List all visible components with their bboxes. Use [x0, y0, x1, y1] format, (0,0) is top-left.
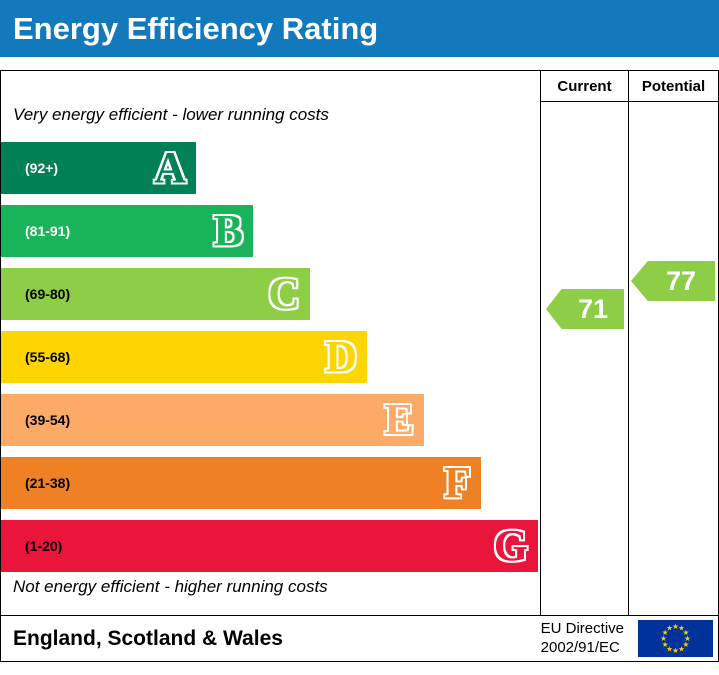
- band-c-bar: (69-80) C: [1, 268, 310, 320]
- band-a-letter: A: [154, 143, 186, 192]
- svg-text:★: ★: [662, 640, 669, 649]
- band-c: (69-80) C: [1, 268, 310, 320]
- band-f: (21-38) F: [1, 457, 481, 509]
- rating-chart: Very energy efficient - lower running co…: [1, 71, 540, 616]
- potential-rating-pointer: 77: [631, 261, 715, 301]
- band-d-letter: D: [325, 332, 357, 381]
- band-e-bar: (39-54) E: [1, 394, 424, 446]
- eu-flag-icon: ★ ★ ★ ★ ★ ★ ★ ★ ★ ★ ★ ★: [638, 620, 713, 657]
- band-e: (39-54) E: [1, 394, 424, 446]
- band-b-letter: B: [213, 206, 243, 255]
- svg-text:★: ★: [678, 644, 685, 653]
- current-rating-pointer: 71: [546, 289, 624, 329]
- eu-flag-stars: ★ ★ ★ ★ ★ ★ ★ ★ ★ ★ ★ ★: [660, 622, 691, 655]
- top-note: Very energy efficient - lower running co…: [13, 105, 329, 124]
- current-rating-value: 71: [577, 293, 609, 324]
- band-f-range: (21-38): [25, 475, 71, 491]
- svg-text:★: ★: [672, 622, 679, 631]
- band-b-range: (81-91): [25, 223, 71, 239]
- page-title: Energy Efficiency Rating: [13, 10, 379, 46]
- svg-text:★: ★: [683, 640, 690, 649]
- eu-directive-line1: EU Directive: [540, 620, 624, 637]
- svg-text:★: ★: [666, 644, 673, 653]
- svg-text:★: ★: [678, 624, 685, 633]
- region-label: England, Scotland & Wales: [13, 626, 283, 650]
- band-b-bar: (81-91) B: [1, 205, 253, 257]
- svg-text:★: ★: [683, 628, 690, 637]
- band-d-bar: (55-68) D: [1, 331, 367, 383]
- band-c-range: (69-80): [25, 286, 71, 302]
- svg-text:★: ★: [660, 634, 667, 643]
- band-a-bar: (92+) A: [1, 142, 196, 194]
- footer-row: England, Scotland & Wales EU Directive 2…: [1, 615, 718, 661]
- svg-text:★: ★: [662, 628, 669, 637]
- svg-text:★: ★: [666, 624, 673, 633]
- band-a: (92+) A: [1, 142, 196, 194]
- title-bar: Energy Efficiency Rating: [0, 0, 719, 57]
- eu-flag-background: [638, 620, 713, 657]
- current-column: Current: [540, 71, 628, 616]
- eu-directive-label: EU Directive 2002/91/EC: [541, 619, 624, 657]
- bottom-note: Not energy efficient - higher running co…: [13, 577, 328, 596]
- band-c-letter: C: [268, 269, 300, 318]
- band-e-letter: E: [384, 395, 414, 444]
- svg-text:★: ★: [672, 646, 679, 655]
- band-g-letter: G: [493, 521, 528, 570]
- band-b: (81-91) B: [1, 205, 253, 257]
- band-d: (55-68) D: [1, 331, 367, 383]
- svg-text:★: ★: [684, 634, 691, 643]
- band-g: (1-20) G: [1, 520, 538, 572]
- band-e-range: (39-54): [25, 412, 71, 428]
- band-g-bar: (1-20) G: [1, 520, 538, 572]
- potential-column: Potential: [628, 71, 718, 616]
- current-column-header: Current: [541, 71, 628, 102]
- potential-column-header: Potential: [629, 71, 718, 102]
- eu-directive-line2: 2002/91/EC: [540, 639, 620, 656]
- epc-rating-table: Very energy efficient - lower running co…: [0, 70, 719, 662]
- band-d-range: (55-68): [25, 349, 71, 365]
- band-f-bar: (21-38) F: [1, 457, 481, 509]
- band-f-letter: F: [444, 458, 471, 507]
- band-a-range: (92+): [25, 160, 59, 176]
- potential-rating-value: 77: [665, 265, 697, 296]
- band-g-range: (1-20): [25, 538, 63, 554]
